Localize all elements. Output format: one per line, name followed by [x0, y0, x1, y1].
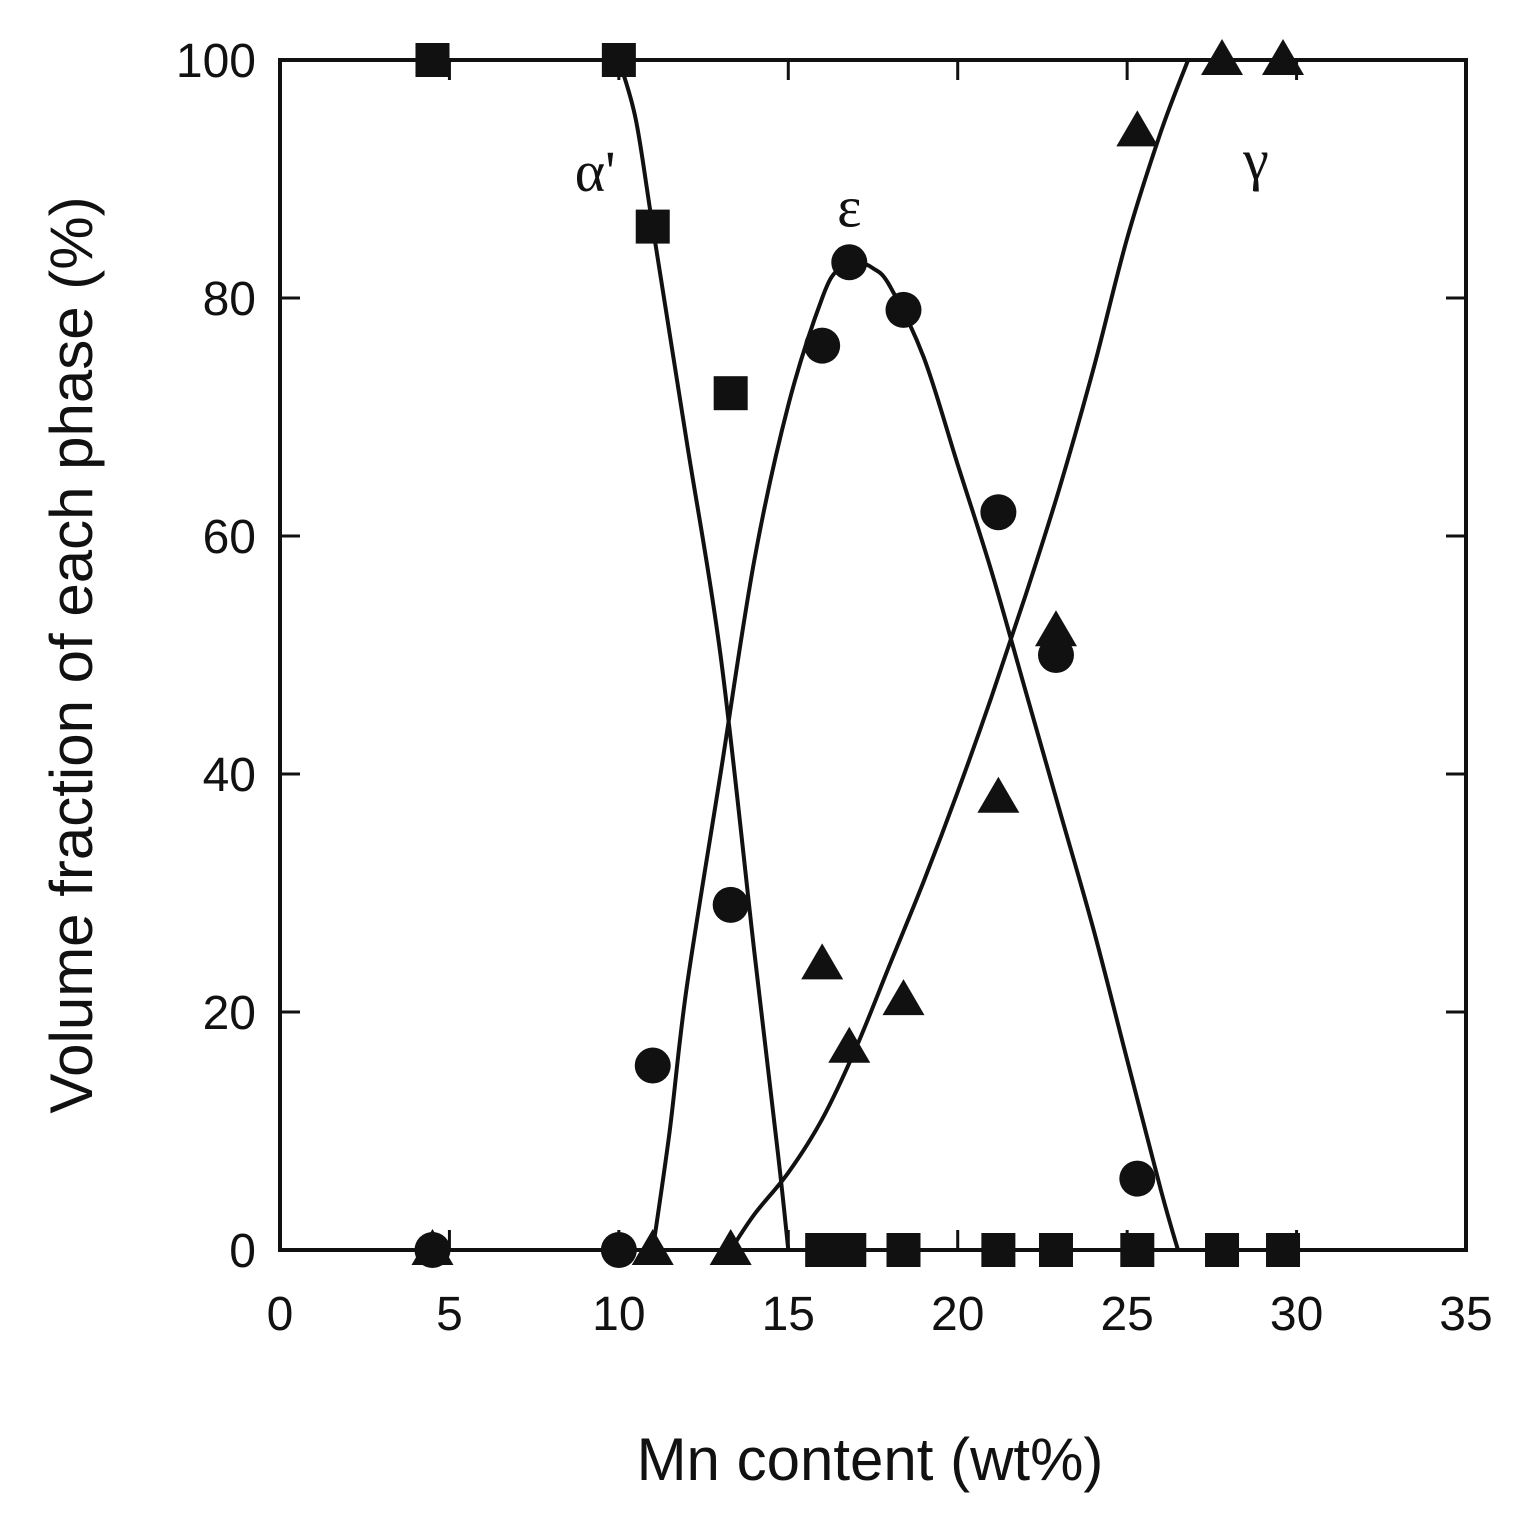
alpha-prime-marker: [601, 43, 636, 77]
y-tick-label: 80: [203, 273, 256, 326]
epsilon-marker: [1119, 1160, 1156, 1197]
alpha-prime-marker: [415, 43, 450, 77]
gamma-marker: [882, 979, 925, 1016]
x-tick-label: 15: [762, 1288, 815, 1341]
gamma-marker: [801, 943, 844, 980]
alpha-prime-marker: [713, 376, 748, 411]
y-tick-label: 100: [176, 35, 256, 88]
x-tick-label: 20: [931, 1288, 984, 1341]
gamma-fit-curve: [728, 58, 1191, 1252]
epsilon-marker: [600, 1232, 637, 1268]
y-tick-label: 60: [203, 511, 256, 564]
alpha-prime-marker: [635, 209, 670, 244]
alpha-prime-label: α': [575, 139, 616, 204]
gamma-marker: [709, 1229, 752, 1265]
alpha-prime-marker: [981, 1233, 1016, 1267]
x-tick-label: 35: [1439, 1288, 1492, 1341]
x-tick-label: 10: [592, 1288, 645, 1341]
y-tick-label: 20: [203, 987, 256, 1040]
gamma-marker: [828, 1026, 871, 1063]
alpha-prime-marker: [1205, 1233, 1240, 1267]
epsilon-marker: [804, 327, 841, 364]
x-tick-label: 25: [1100, 1288, 1153, 1341]
data-markers-group: [411, 39, 1305, 1268]
alpha-prime-marker: [886, 1233, 921, 1267]
axes-group: 0 5 10 15 20 25 30 35 0 20 40 60 80 100: [176, 35, 1493, 1341]
gamma-marker: [631, 1229, 674, 1265]
epsilon-fit-curve: [650, 260, 1180, 1252]
y-axis-title: Volume fraction of each phase (%): [38, 196, 105, 1113]
alpha-prime-marker: [1120, 1233, 1155, 1267]
gamma-marker: [1034, 610, 1077, 647]
alpha-prime-marker: [1038, 1233, 1073, 1267]
fit-curves-group: [616, 58, 1191, 1252]
epsilon-marker: [634, 1047, 671, 1084]
gamma-marker: [1262, 39, 1305, 75]
epsilon-marker: [712, 886, 749, 923]
x-tick-label: 0: [267, 1288, 294, 1341]
gamma-marker: [1116, 110, 1159, 147]
gamma-marker: [411, 1229, 454, 1265]
gamma-marker: [977, 776, 1020, 813]
epsilon-marker: [980, 494, 1017, 531]
epsilon-label: ε: [837, 175, 861, 240]
alpha-prime-marker: [1266, 1233, 1301, 1267]
gamma-marker: [1201, 39, 1244, 75]
y-tick-label: 40: [203, 749, 256, 802]
alpha-prime-fit-curve: [616, 58, 791, 1252]
y-tick-label: 0: [229, 1225, 256, 1278]
epsilon-marker: [885, 291, 922, 328]
x-tick-label: 5: [436, 1288, 463, 1341]
labels-group: Mn content (wt%) Volume fraction of each…: [38, 127, 1269, 1493]
x-axis-title: Mn content (wt%): [637, 1426, 1104, 1493]
gamma-label: γ: [1242, 127, 1269, 192]
plot-frame: [278, 58, 1468, 1252]
x-tick-label: 30: [1270, 1288, 1323, 1341]
alpha-prime-marker: [832, 1233, 867, 1267]
epsilon-marker: [831, 244, 868, 281]
